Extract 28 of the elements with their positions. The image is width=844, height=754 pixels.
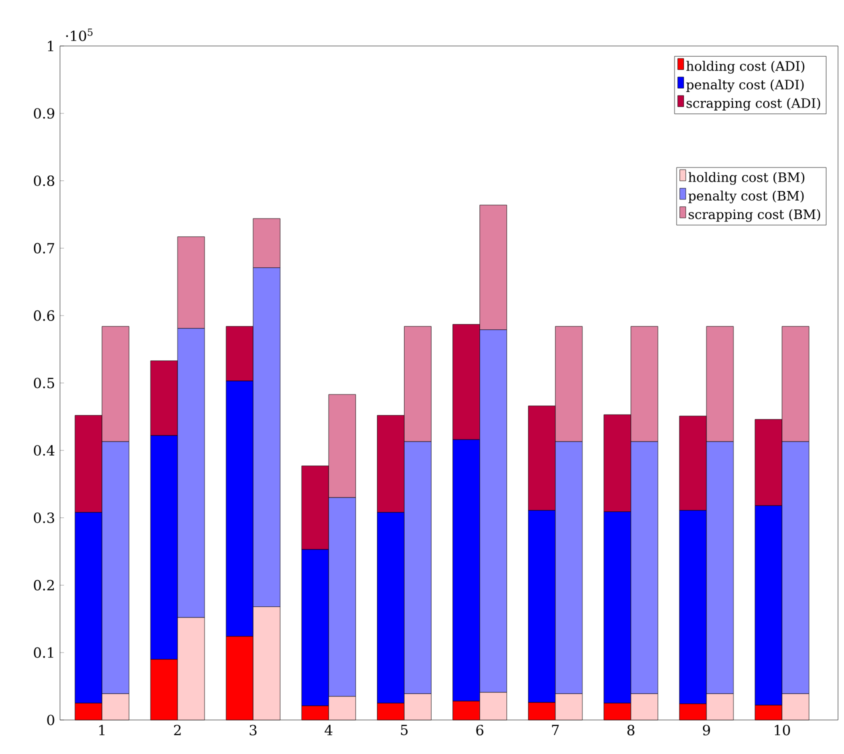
x-tick-label: 3	[250, 724, 257, 736]
y-tick-label: 0.5	[34, 378, 54, 388]
x-tick-label: 7	[552, 724, 559, 735]
y-tick-label: 0.2	[34, 580, 54, 590]
legend-label: penalty cost (ADI)	[686, 79, 804, 92]
y-tick-label: 0.7	[34, 242, 54, 254]
y-tick-label: 1	[48, 40, 54, 52]
y-tick-label: 0.4	[34, 445, 54, 456]
x-tick-label: 5	[400, 724, 408, 736]
y-tick-label: 0.8	[34, 176, 54, 186]
legend-label: holding cost (BM)	[688, 172, 804, 185]
y-tick-label: 0.1	[34, 647, 54, 658]
x-tick-label: 1	[99, 724, 104, 736]
legend-label: scrapping cost (ADI)	[686, 98, 820, 111]
y-tick-label: 0.3	[34, 512, 54, 524]
legend-label: scrapping cost (BM)	[688, 209, 820, 222]
legend-label: holding cost (ADI)	[686, 60, 804, 74]
x-tick-label: 9	[702, 724, 710, 736]
legend-label: penalty cost (BM)	[688, 190, 804, 204]
x-tick-label: 4	[324, 724, 332, 736]
y-tick-label: 0	[47, 714, 54, 726]
x-tick-label: 10	[774, 724, 790, 736]
x-tick-label: 2	[174, 724, 181, 736]
x-tick-label: 8	[627, 724, 634, 736]
y-tick-label: 0.6	[34, 310, 54, 321]
y-tick-label: 0.9	[34, 108, 54, 119]
x-tick-label: 6	[476, 724, 484, 736]
text: ·10$^{5}$	[66, 28, 92, 42]
